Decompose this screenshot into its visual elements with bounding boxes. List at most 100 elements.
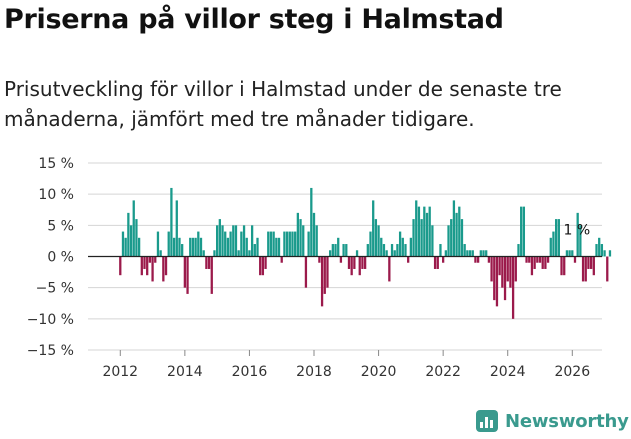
data-bar bbox=[358, 256, 361, 276]
data-bar bbox=[146, 256, 149, 276]
data-bar bbox=[218, 219, 221, 257]
data-bar bbox=[439, 244, 442, 257]
data-bar bbox=[345, 244, 348, 257]
data-bar bbox=[175, 200, 178, 257]
data-bar bbox=[137, 237, 141, 257]
data-bar bbox=[154, 256, 157, 263]
data-bar bbox=[320, 256, 324, 307]
y-tick-label: 15 % bbox=[38, 156, 74, 172]
data-bar bbox=[294, 231, 297, 257]
data-bar bbox=[129, 225, 133, 257]
data-bar bbox=[143, 256, 146, 269]
data-bar bbox=[573, 256, 577, 263]
data-bar bbox=[226, 237, 230, 257]
data-bar bbox=[511, 256, 515, 319]
data-bar bbox=[240, 231, 243, 257]
data-bar bbox=[450, 219, 453, 257]
data-bar bbox=[525, 256, 528, 263]
data-bar bbox=[363, 256, 367, 269]
data-bar bbox=[506, 256, 509, 282]
data-bar bbox=[517, 244, 520, 257]
data-bar bbox=[584, 256, 587, 282]
data-bar bbox=[353, 256, 356, 269]
data-bar bbox=[557, 219, 560, 257]
data-bar bbox=[237, 250, 240, 257]
data-bar bbox=[409, 237, 413, 257]
data-bar bbox=[528, 256, 531, 263]
data-bar bbox=[563, 256, 566, 276]
data-bar bbox=[455, 212, 458, 257]
data-bar bbox=[474, 256, 477, 263]
data-bar bbox=[299, 219, 302, 257]
data-bar bbox=[339, 256, 343, 263]
x-tick-label: 2012 bbox=[102, 364, 138, 380]
data-bar bbox=[546, 256, 550, 263]
data-bar bbox=[140, 256, 143, 276]
data-bar bbox=[315, 225, 318, 257]
data-bar bbox=[350, 256, 353, 276]
data-bar bbox=[347, 256, 351, 269]
data-bar bbox=[433, 256, 437, 269]
data-bar bbox=[229, 231, 232, 257]
data-bar bbox=[121, 231, 125, 257]
data-bar bbox=[536, 256, 539, 263]
brand-name: Newsworthy bbox=[505, 410, 629, 432]
data-bar bbox=[495, 256, 499, 307]
data-bar bbox=[587, 256, 590, 269]
data-bar bbox=[568, 250, 571, 257]
data-bar bbox=[533, 256, 536, 269]
data-bar bbox=[425, 212, 429, 257]
data-bar bbox=[589, 256, 593, 269]
data-bar bbox=[167, 231, 170, 257]
data-bar bbox=[119, 256, 122, 276]
data-bar bbox=[269, 231, 273, 257]
data-bar bbox=[509, 256, 512, 288]
latest-value-annotation: 1 % bbox=[563, 222, 590, 238]
newsworthy-logo-icon bbox=[476, 410, 498, 432]
data-bar bbox=[242, 225, 246, 257]
data-bar bbox=[571, 250, 574, 257]
data-bar bbox=[447, 225, 450, 257]
data-bar bbox=[272, 231, 275, 257]
data-bar bbox=[172, 237, 176, 257]
data-bar bbox=[501, 256, 504, 288]
data-bar bbox=[471, 250, 474, 257]
data-bar bbox=[442, 256, 445, 263]
x-tick-label: 2020 bbox=[361, 364, 397, 380]
data-bar bbox=[151, 256, 154, 282]
data-bar bbox=[285, 231, 289, 257]
data-bar bbox=[267, 231, 270, 257]
data-bar bbox=[342, 244, 345, 257]
data-bar bbox=[337, 237, 340, 257]
data-bar bbox=[412, 219, 415, 257]
data-bar bbox=[595, 244, 598, 257]
data-bar bbox=[248, 250, 251, 257]
data-bar bbox=[178, 237, 181, 257]
data-bar bbox=[541, 256, 544, 269]
data-bar bbox=[232, 225, 235, 257]
data-bar bbox=[396, 244, 399, 257]
data-bar bbox=[164, 256, 168, 276]
data-bar bbox=[520, 206, 523, 257]
data-bar bbox=[401, 237, 404, 257]
data-bar bbox=[124, 237, 127, 257]
data-bar bbox=[181, 244, 184, 257]
data-bar bbox=[476, 256, 480, 263]
data-bar bbox=[191, 237, 195, 257]
x-tick-label: 2024 bbox=[490, 364, 526, 380]
data-bar bbox=[291, 231, 294, 257]
data-bar bbox=[288, 231, 291, 257]
data-bar bbox=[398, 231, 402, 257]
data-bar bbox=[549, 237, 552, 257]
data-bar bbox=[361, 256, 364, 269]
data-bar bbox=[127, 212, 130, 257]
data-bar bbox=[388, 256, 391, 282]
data-bar bbox=[479, 250, 482, 257]
data-bar bbox=[197, 231, 200, 257]
data-bar bbox=[560, 256, 563, 276]
data-bar bbox=[372, 200, 375, 257]
chart-subtitle: Prisutveckling för villor i Halmstad und… bbox=[4, 77, 562, 131]
data-bar bbox=[334, 244, 337, 257]
bars bbox=[119, 187, 612, 319]
data-bar bbox=[544, 256, 547, 269]
